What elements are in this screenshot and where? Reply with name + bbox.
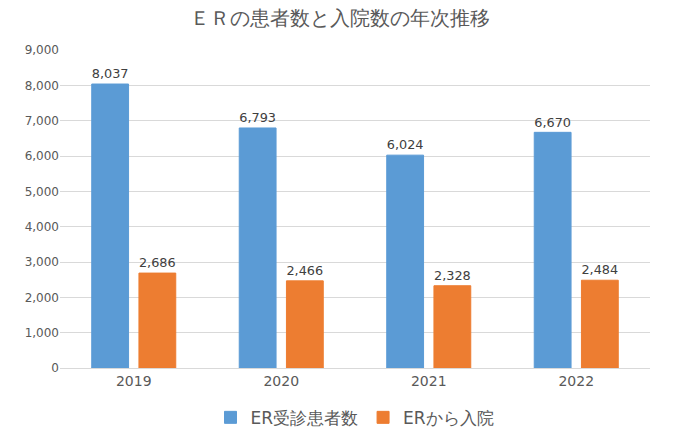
svg-text:2021: 2021	[411, 373, 447, 389]
svg-text:7,000: 7,000	[25, 114, 59, 128]
svg-text:4,000: 4,000	[25, 220, 59, 234]
svg-text:6,000: 6,000	[25, 149, 59, 163]
svg-text:2020: 2020	[263, 373, 299, 389]
svg-text:ＥＲの患者数と入院数の年次推移: ＥＲの患者数と入院数の年次推移	[190, 6, 490, 30]
svg-text:2,686: 2,686	[139, 255, 176, 270]
svg-text:ERから入院: ERから入院	[403, 408, 494, 428]
svg-text:6,670: 6,670	[534, 115, 571, 130]
svg-text:8,000: 8,000	[25, 79, 59, 93]
svg-text:9,000: 9,000	[25, 43, 59, 57]
svg-text:2,466: 2,466	[286, 263, 323, 278]
svg-text:2,000: 2,000	[25, 291, 59, 305]
svg-text:6,024: 6,024	[387, 137, 424, 152]
svg-text:2,484: 2,484	[581, 262, 618, 277]
svg-text:6,793: 6,793	[239, 110, 276, 125]
svg-text:2019: 2019	[116, 373, 152, 389]
svg-text:8,037: 8,037	[92, 66, 129, 81]
svg-text:ER受診患者数: ER受診患者数	[251, 408, 359, 428]
svg-text:2,328: 2,328	[434, 268, 471, 283]
svg-text:2022: 2022	[558, 373, 594, 389]
svg-text:3,000: 3,000	[25, 255, 59, 269]
svg-text:5,000: 5,000	[25, 185, 59, 199]
svg-text:1,000: 1,000	[25, 326, 59, 340]
svg-text:0: 0	[51, 361, 59, 375]
